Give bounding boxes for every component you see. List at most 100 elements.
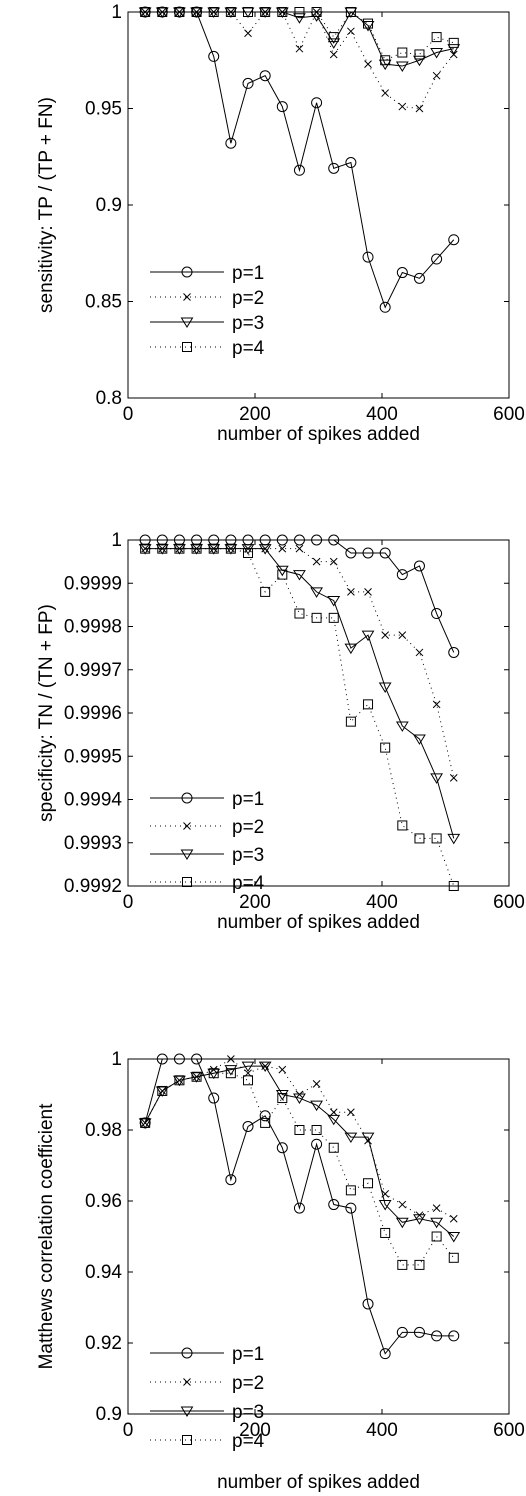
data-point [241,544,255,555]
matthews-correlation-chart: 0 200 400 600 0.9 0.92 0.94 0.96 0.98 1 number of … [0,980,526,1496]
legend-entry: p=1 [150,1344,264,1365]
y-tick-label: 0.9997 [64,660,122,681]
series-line [145,548,455,778]
data-point [413,1326,425,1338]
chart-1-svg: 0 200 400 600 0.9992 0.9993 0.9994 0.9995 0.9996… [36,530,525,933]
y-tick-label: 0.96 [85,1191,122,1212]
y-tick-label: 0.8 [96,388,122,409]
data-point [311,7,322,17]
data-point [432,71,441,80]
data-point [295,544,304,553]
series-p=3 [138,544,461,845]
data-point [140,1117,151,1128]
data-point [397,820,408,831]
data-point [173,1053,185,1065]
data-point [345,7,356,17]
data-point [415,648,424,657]
x-tick-label: 200 [239,892,271,913]
x-tick-label: 0 [123,1420,134,1441]
data-point [447,44,461,55]
series-line [145,11,454,61]
data-point [380,55,391,66]
x-tick-label: 0 [123,892,134,913]
data-point [155,544,169,555]
chart-2-svg: 0 200 400 600 0.9 0.92 0.94 0.96 0.98 1 number of … [36,1049,525,1493]
data-point [190,544,203,555]
series-p=1 [139,534,460,658]
data-point [379,547,391,559]
data-point [328,1199,340,1211]
data-point [225,1174,237,1186]
data-point [275,565,289,577]
legend-label: p=1 [232,789,264,810]
data-point [345,1202,357,1214]
data-point [260,586,271,597]
legend-marker [180,1406,194,1417]
legend-label: p=4 [232,338,265,359]
series-p=2 [141,8,458,113]
data-point [173,1075,186,1087]
data-point [448,37,459,48]
series-line [145,548,455,839]
y-tick-label: 0.85 [85,292,122,313]
data-point [395,1217,409,1229]
data-point [140,543,151,554]
data-point [347,588,355,596]
y-axis-label: sensitivity: TP / (TP + FN) [36,97,57,313]
data-point [328,32,339,43]
data-point [378,682,392,694]
data-point [208,1092,220,1104]
data-point [327,596,341,607]
data-point [310,587,323,598]
data-point [191,1053,203,1065]
data-point [293,570,306,581]
data-point [191,7,202,17]
data-point [363,699,374,710]
data-point [395,61,409,72]
data-point [191,543,202,554]
series-line [144,1058,455,1220]
legend-label: p=4 [232,873,265,894]
data-point [327,38,341,49]
legend-label: p=1 [232,263,264,284]
data-point [414,49,425,60]
data-point [432,1204,441,1212]
y-tick-label: 0.9999 [64,573,122,594]
legend-marker [180,317,194,328]
plot-frame [127,1058,510,1415]
data-point [277,7,288,17]
data-point [293,534,305,546]
data-point [225,137,237,149]
series-line [145,10,455,110]
y-tick-label: 0.9996 [64,703,122,724]
data-point [364,60,372,68]
data-point [244,29,252,38]
data-point [225,1068,236,1079]
specificity-chart: 0 200 400 600 0.9992 0.9993 0.9994 0.9995 0.9996… [0,490,526,980]
data-point [275,1090,289,1101]
data-point [380,742,391,753]
data-point [294,608,305,619]
data-point [328,612,339,623]
legend-entry: p=2 [150,288,264,309]
data-point [430,48,444,59]
y-tick-label: 0.98 [85,1120,122,1141]
series-p=1 [139,6,460,313]
data-point [278,1065,287,1074]
y-tick-label: 0.9992 [64,876,122,897]
data-point [413,1214,426,1225]
data-point [344,1132,358,1144]
data-point [276,534,288,546]
legend-entry: p=2 [150,1373,264,1394]
data-point [363,1178,374,1189]
legend-marker [183,293,191,301]
data-point [431,1231,442,1242]
legend-entry: p=1 [150,789,264,810]
legend-label: p=2 [232,817,264,838]
data-point [173,544,186,555]
data-point [208,543,219,554]
data-point [310,1100,323,1112]
data-point [329,50,338,59]
data-point [448,881,459,891]
legend-entry: p=3 [150,313,264,334]
